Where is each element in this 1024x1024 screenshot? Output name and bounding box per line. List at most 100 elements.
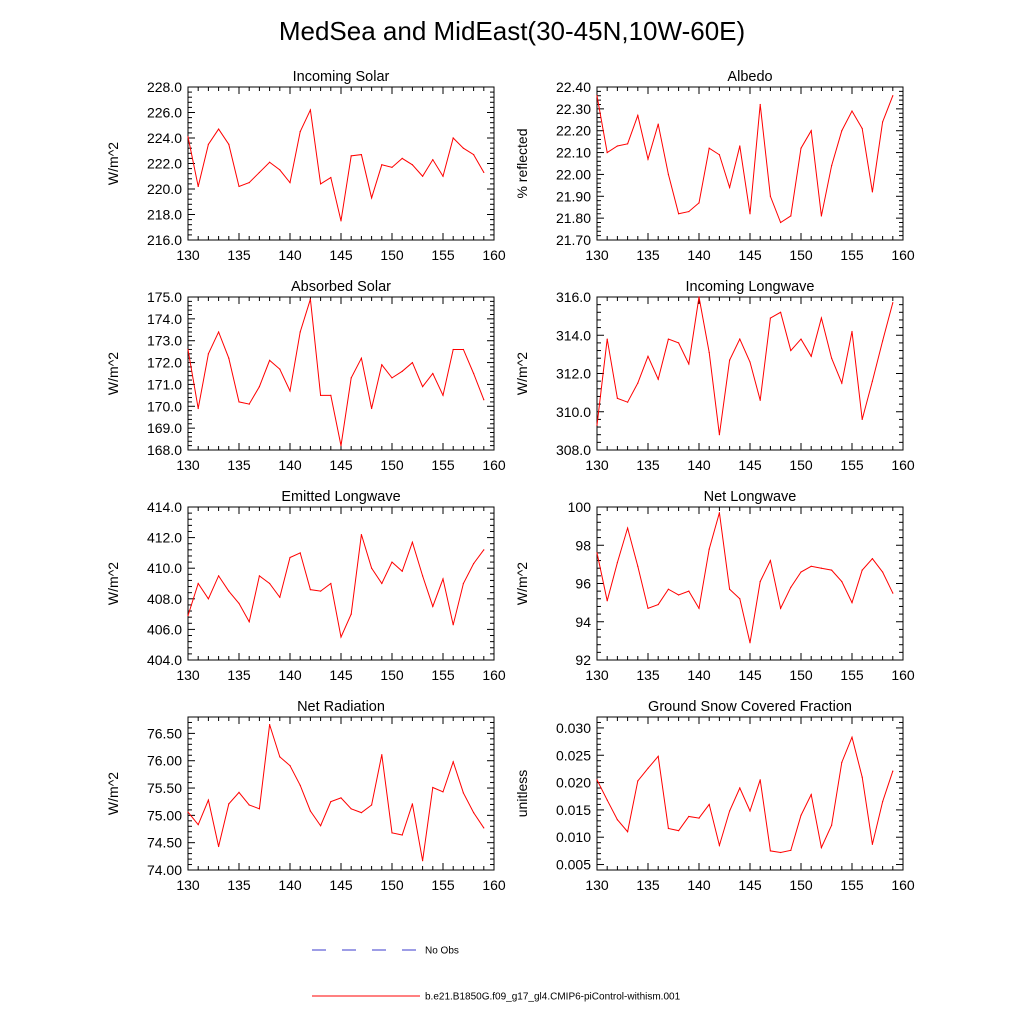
y-tick-label: 74.00 [147, 862, 182, 878]
data-point [309, 109, 311, 111]
x-tick-label: 135 [227, 877, 251, 893]
legend-no-obs-label: No Obs [425, 946, 459, 957]
data-point [197, 582, 199, 585]
panel-title: Ground Snow Covered Fraction [648, 699, 852, 715]
data-point [411, 361, 413, 364]
data-point [861, 127, 863, 130]
data-point [882, 340, 884, 342]
x-tick-label: 150 [789, 247, 813, 263]
data-point [647, 607, 649, 609]
data-point [729, 588, 731, 590]
data-point [371, 197, 373, 199]
data-point [462, 582, 464, 585]
data-point [841, 130, 843, 132]
data-point [667, 173, 670, 176]
x-tick-label: 145 [738, 877, 762, 893]
x-tick-label: 155 [431, 457, 455, 473]
data-point [238, 791, 240, 794]
data-point [187, 811, 189, 813]
data-point [391, 561, 393, 563]
x-tick-label: 130 [176, 247, 200, 263]
data-point [616, 145, 619, 147]
chart-panels: Incoming Solar W/m^2 130 135 140 145 150 155 160… [105, 69, 915, 893]
data-point [678, 830, 680, 832]
panel-title: Absorbed Solar [291, 279, 391, 295]
y-tick-label: 218.0 [147, 207, 182, 223]
data-point [473, 563, 475, 565]
data-point [473, 153, 475, 156]
y-tick-label: 22.00 [556, 166, 591, 182]
y-tick-label: 0.030 [556, 720, 591, 736]
data-point [269, 359, 271, 361]
data-point [647, 767, 649, 769]
data-point [330, 582, 332, 585]
data-point [483, 827, 485, 829]
data-point [218, 331, 220, 333]
data-point [258, 575, 260, 577]
x-tick-label: 140 [278, 247, 302, 263]
series-line [596, 296, 894, 435]
data-point [749, 810, 751, 812]
y-tick-label: 0.005 [556, 857, 591, 873]
data-point [289, 182, 291, 184]
x-tick-label: 130 [585, 877, 609, 893]
y-tick-label: 173.0 [147, 333, 182, 349]
data-point [228, 590, 230, 592]
data-point [432, 786, 434, 789]
data-point [422, 175, 424, 177]
x-tick-label: 140 [687, 877, 711, 893]
data-point [678, 594, 680, 596]
y-tick-label: 314.0 [556, 327, 591, 343]
data-point [718, 154, 721, 156]
data-point [197, 185, 199, 188]
data-point [616, 397, 619, 399]
data-point [739, 598, 741, 600]
data-point [729, 359, 731, 361]
data-point [892, 302, 894, 304]
data-point [483, 171, 485, 174]
data-point [718, 434, 721, 436]
data-point [289, 390, 291, 392]
data-point [698, 296, 700, 298]
data-point [248, 182, 250, 184]
y-tick-label: 169.0 [147, 420, 182, 436]
data-point [330, 394, 332, 396]
y-tick-label: 22.30 [556, 101, 591, 117]
data-point [769, 195, 772, 197]
x-tick-label: 130 [585, 457, 609, 473]
data-point [238, 401, 240, 403]
x-tick-label: 150 [380, 457, 404, 473]
x-tick-label: 160 [891, 247, 915, 263]
data-point [228, 357, 230, 359]
data-point [442, 791, 444, 793]
data-point [810, 355, 812, 357]
data-point [769, 850, 772, 852]
y-tick-label: 0.020 [556, 775, 591, 791]
data-point [729, 810, 731, 812]
y-axis-label: W/m^2 [105, 772, 121, 815]
legend: No Obs b.e21.B1850G.f09_g17_gl4.CMIP6-pi… [312, 946, 681, 1003]
data-point [596, 95, 598, 97]
data-point [320, 394, 322, 396]
data-point [371, 567, 373, 569]
data-point [462, 348, 464, 351]
data-point [340, 636, 342, 638]
data-point [820, 215, 823, 217]
x-tick-label: 145 [738, 247, 762, 263]
data-point [442, 175, 444, 177]
panel-title: Albedo [727, 69, 772, 85]
data-point [279, 368, 281, 370]
series-line [187, 108, 485, 221]
data-point [269, 724, 271, 726]
data-point [596, 779, 598, 781]
data-point [289, 556, 291, 559]
y-tick-label: 220.0 [147, 181, 182, 197]
data-point [360, 153, 362, 156]
data-point [647, 158, 649, 160]
series-line [187, 724, 485, 861]
y-axis-label: W/m^2 [105, 142, 121, 185]
x-tick-label: 160 [891, 877, 915, 893]
data-point [606, 151, 608, 154]
y-axis-label: W/m^2 [105, 352, 121, 395]
data-point [759, 399, 761, 401]
